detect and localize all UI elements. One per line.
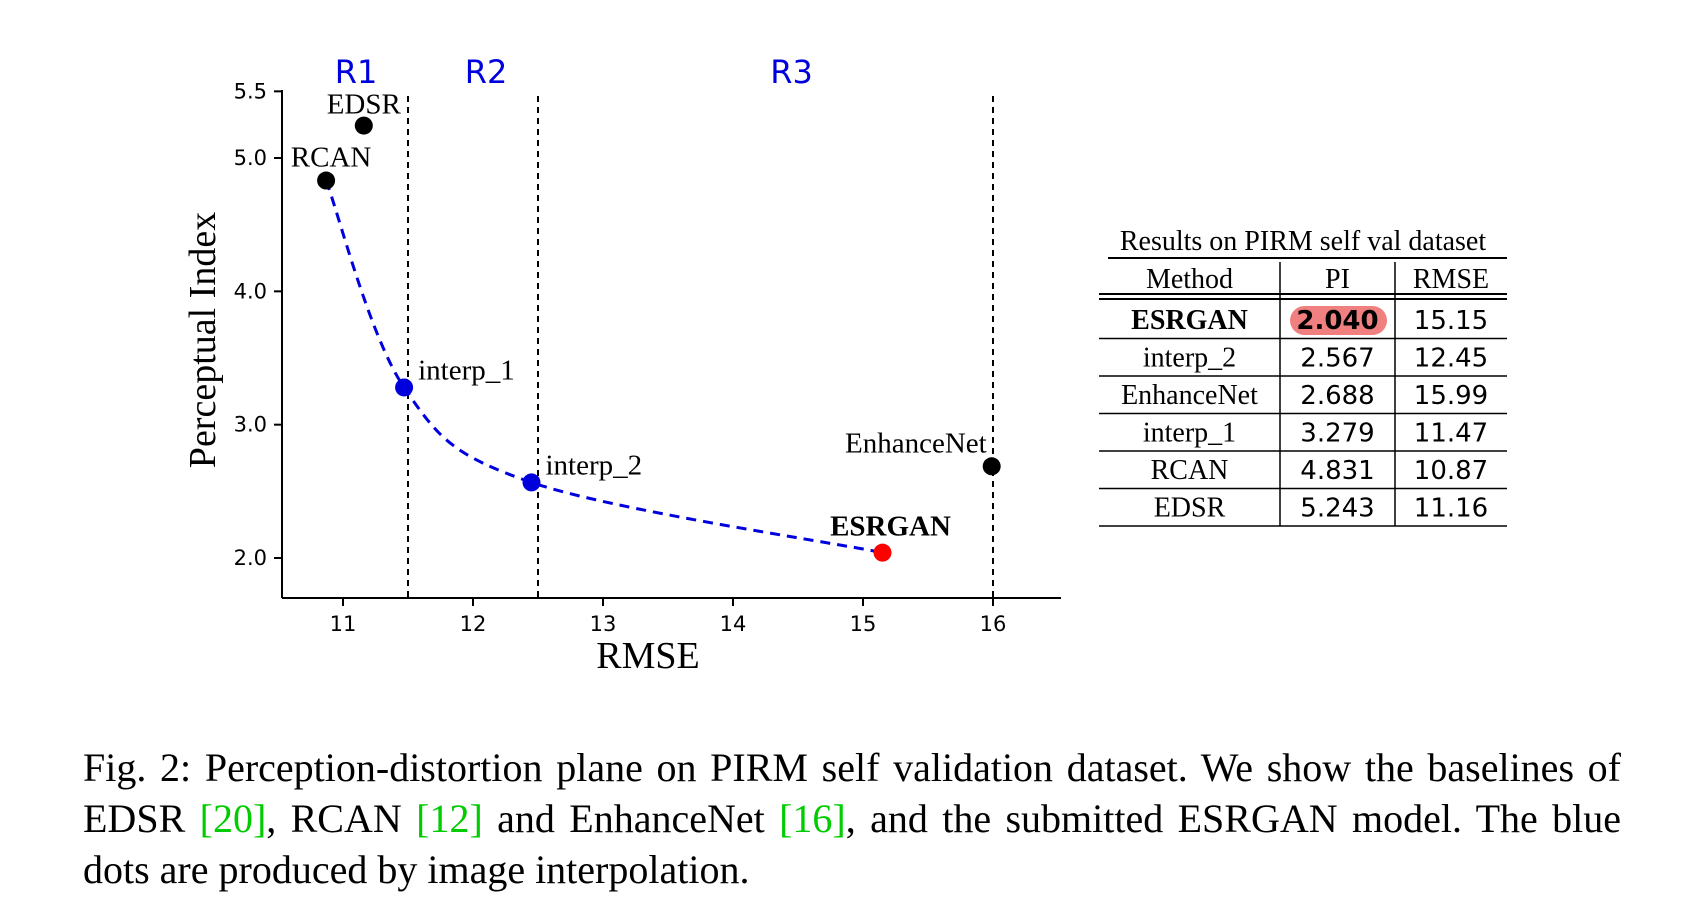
table-cell-rmse: 15.15 <box>1414 306 1488 336</box>
x-tick-label: 14 <box>720 612 747 636</box>
table-cell-method: interp_1 <box>1143 418 1236 449</box>
table-cell-rmse: 12.45 <box>1414 344 1488 374</box>
x-axis-label: RMSE <box>596 635 699 677</box>
y-tick-label: 3.0 <box>234 413 267 437</box>
caption-mid1: , RCAN <box>266 796 417 841</box>
y-axis-label: Perceptual Index <box>182 212 224 468</box>
interpolation-curve <box>324 180 883 555</box>
point-label: EDSR <box>327 89 402 121</box>
y-tick-label: 2.0 <box>234 546 267 570</box>
point-enhancenet <box>982 457 1001 476</box>
column-header: PI <box>1325 264 1350 295</box>
caption-prefix: Fig. 2: Perception-distortion plane on P… <box>83 745 1621 841</box>
table-cell-rmse: 10.87 <box>1414 456 1488 486</box>
table-cell-rmse: 15.99 <box>1414 381 1488 411</box>
x-tick-label: 15 <box>850 612 877 636</box>
y-tick-label: 4.0 <box>234 279 267 303</box>
point-esrgan <box>873 543 892 562</box>
table-cell-method: RCAN <box>1151 455 1229 486</box>
point-label: ESRGAN <box>830 511 951 543</box>
ref-rcan[interactable]: [12] <box>416 796 483 841</box>
table-cell-pi: 4.831 <box>1300 456 1374 486</box>
caption-mid2: and EnhanceNet <box>482 796 780 841</box>
region-label: R2 <box>465 53 508 91</box>
point-label: RCAN <box>291 142 372 174</box>
ref-enhancenet[interactable]: [16] <box>779 796 846 841</box>
column-header: RMSE <box>1413 264 1489 295</box>
table-cell-rmse: 11.16 <box>1414 494 1488 524</box>
highlight-badge <box>1290 306 1387 335</box>
table-cell-method: ESRGAN <box>1131 305 1248 336</box>
table-cell-pi: 2.567 <box>1300 344 1374 374</box>
caption-suffix: , and the submitted ESRGAN model. The bl… <box>83 796 1622 892</box>
table-cell-rmse: 11.47 <box>1414 419 1488 449</box>
point-interp-2 <box>522 473 541 492</box>
x-tick-label: 11 <box>330 612 357 636</box>
table-cell-method: EDSR <box>1154 493 1226 524</box>
x-tick-label: 16 <box>980 612 1007 636</box>
y-tick-label: 5.0 <box>234 146 267 170</box>
results-table: Results on PIRM self val dataset Method PI… <box>1099 226 1507 527</box>
point-label: interp_2 <box>546 449 643 481</box>
x-tick-label: 13 <box>590 612 617 636</box>
table-cell-pi: 2.040 <box>1296 306 1378 336</box>
table-cell-pi: 2.688 <box>1300 381 1374 411</box>
ref-edsr[interactable]: [20] <box>199 796 267 841</box>
point-rcan <box>317 171 336 190</box>
region-label: R1 <box>335 53 378 91</box>
figure-caption: Fig. 2: Perception-distortion plane on P… <box>83 742 1621 895</box>
table-cell-method: EnhanceNet <box>1121 380 1258 411</box>
table-cell-pi: 3.279 <box>1300 419 1374 449</box>
y-tick-label: 5.5 <box>234 79 267 103</box>
column-header: Method <box>1146 264 1233 295</box>
point-edsr <box>354 116 373 135</box>
region-label: R3 <box>770 53 813 91</box>
table-cell-method: interp_2 <box>1143 343 1236 374</box>
point-label: EnhanceNet <box>845 427 987 459</box>
table-cell-pi: 5.243 <box>1300 494 1374 524</box>
point-label: interp_1 <box>418 354 515 386</box>
table-title: Results on PIRM self val dataset <box>1120 226 1487 257</box>
x-tick-label: 12 <box>460 612 487 636</box>
point-interp-1 <box>395 378 414 397</box>
